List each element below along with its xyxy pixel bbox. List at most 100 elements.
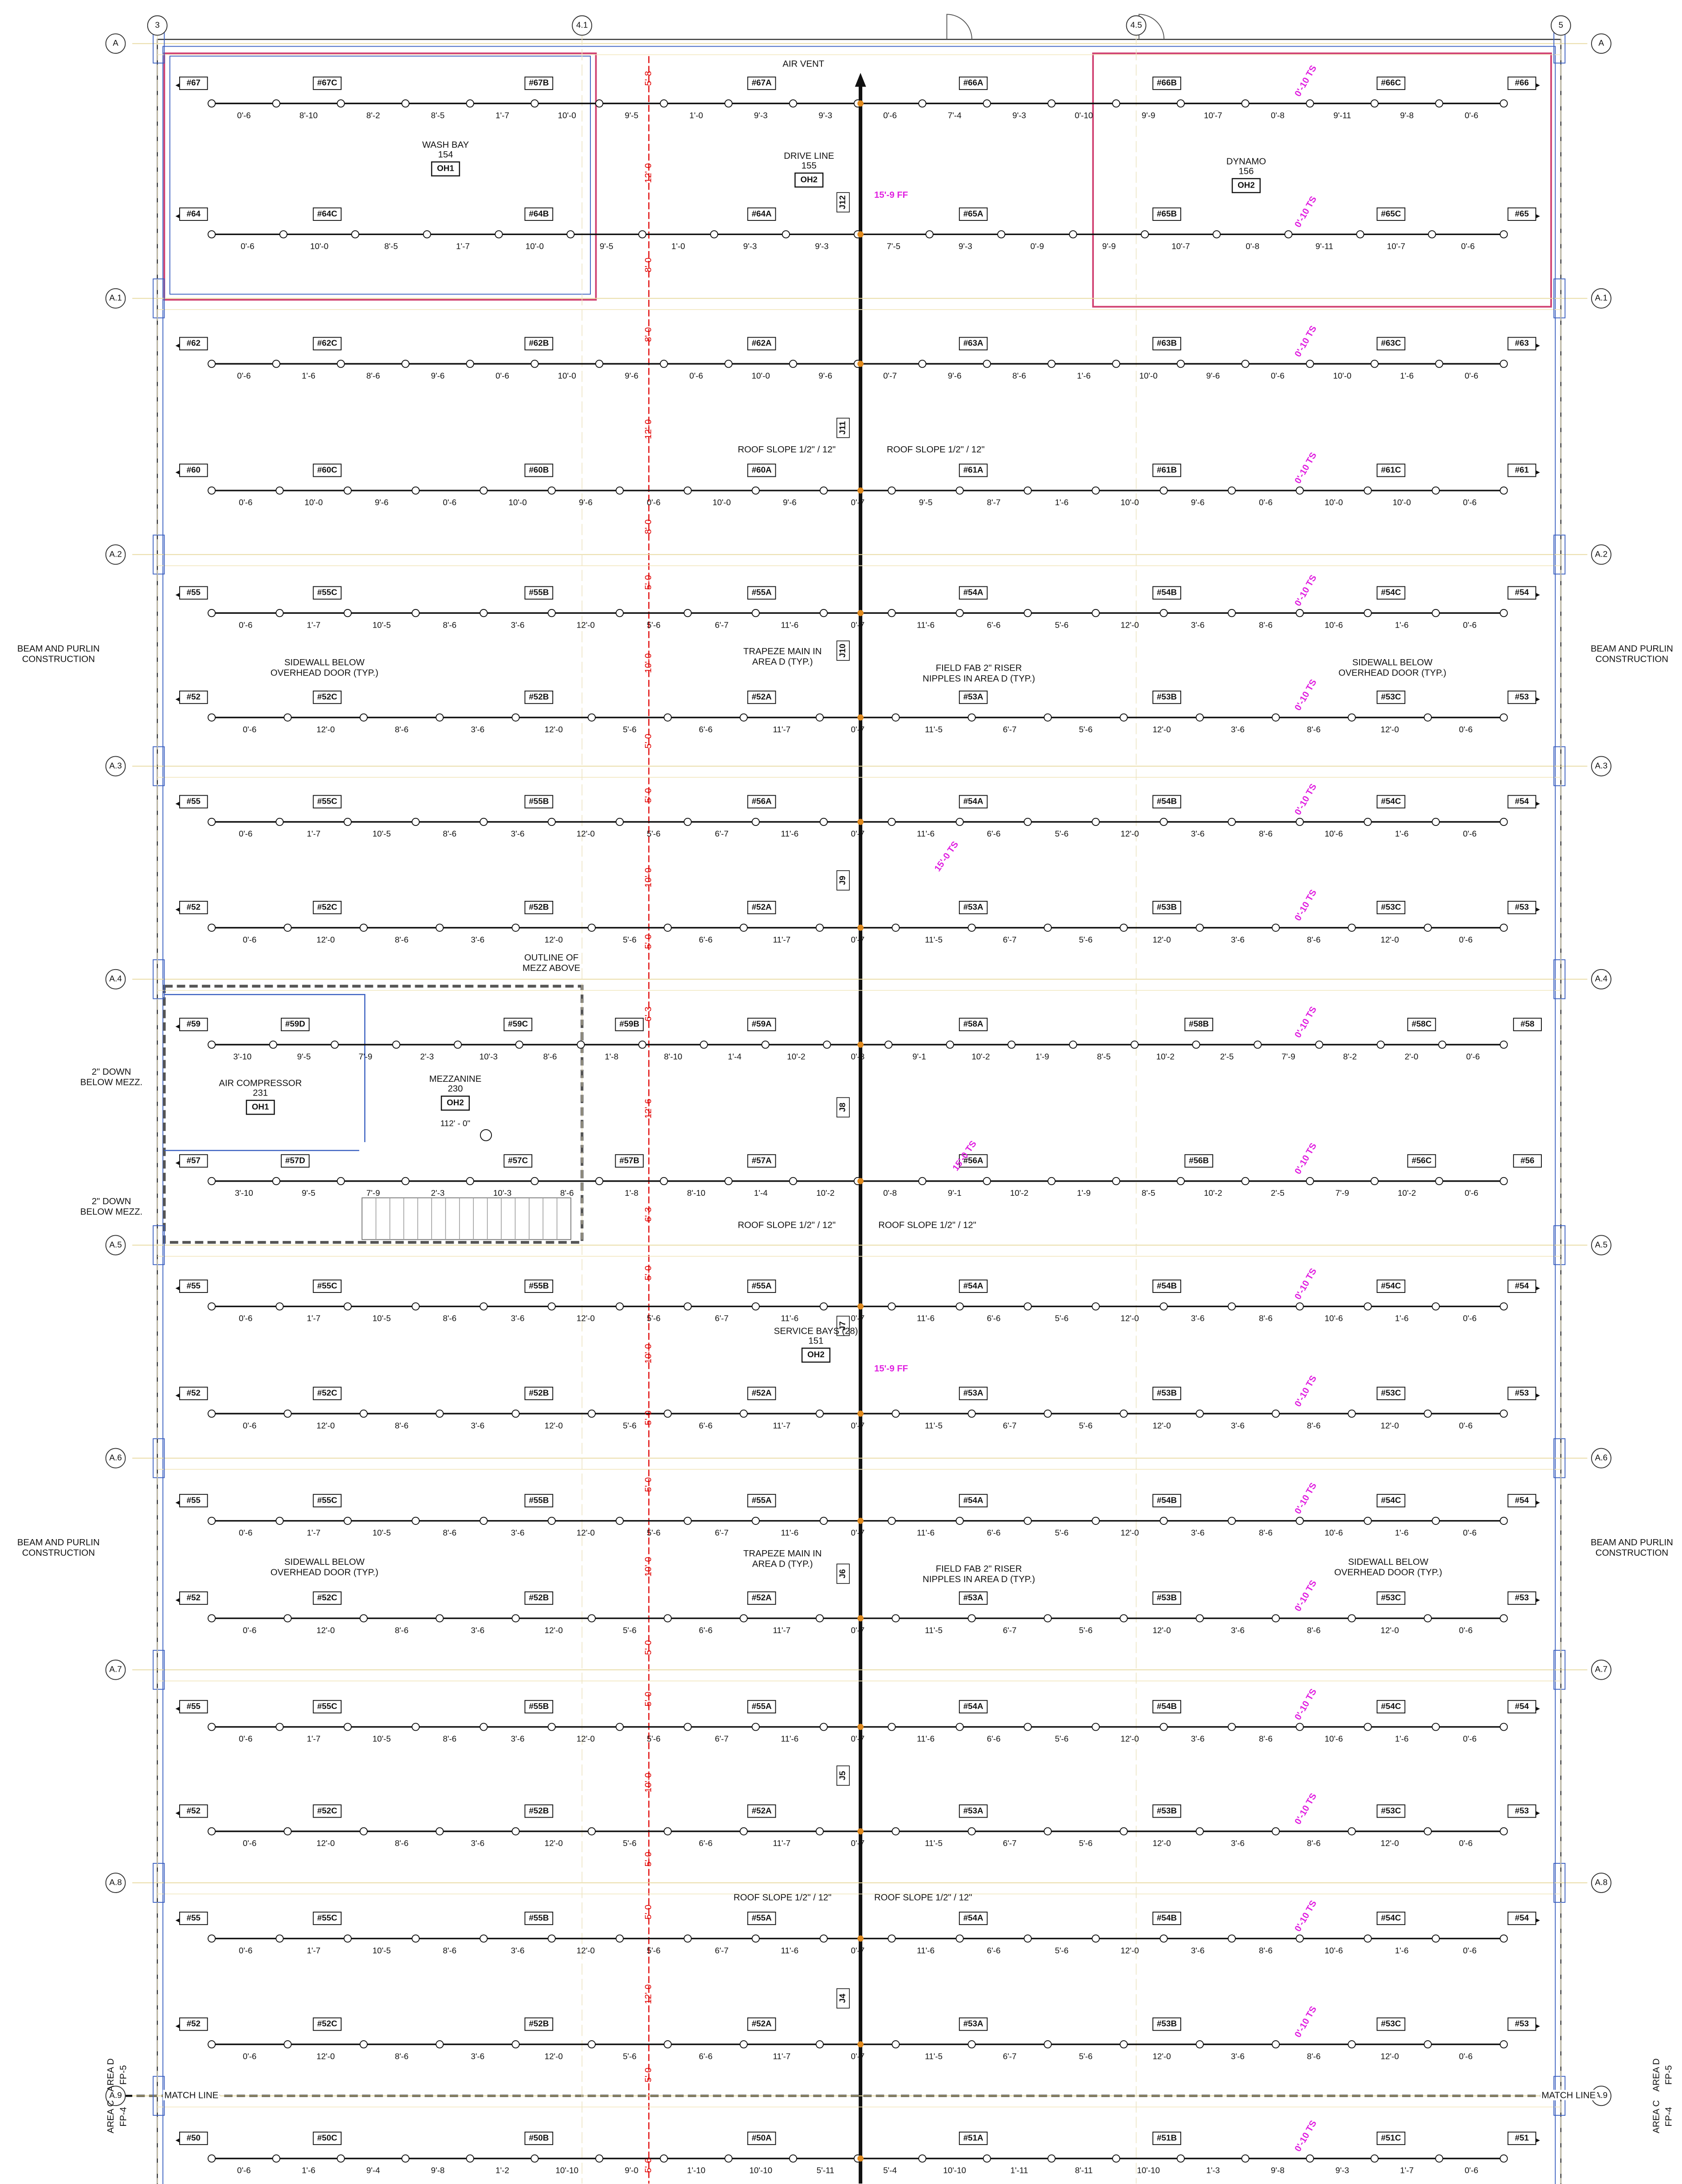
dimension: 6'-7 [715, 1528, 729, 1537]
dimension: 6'-7 [1003, 935, 1017, 944]
note: TRAPEZE MAIN IN AREA D (TYP.) [743, 1549, 822, 1570]
dimension: 0'-7 [851, 829, 865, 838]
main-tee [857, 924, 864, 931]
branch-label-box [179, 1804, 208, 1818]
branch-label-box [524, 795, 554, 809]
sprinkler-head [739, 1614, 748, 1622]
sprinkler-head [761, 1041, 770, 1049]
dimension: 0'-6 [239, 1734, 252, 1744]
main-tee [857, 819, 864, 825]
note: MATCH LINE [164, 2091, 218, 2101]
dimension: 12'-0 [317, 1838, 335, 1848]
sprinkler-head [1195, 1614, 1204, 1622]
dimension: 12'-0 [1152, 1421, 1171, 1430]
dimension: 8'-6 [443, 1528, 456, 1537]
branch-label-box [1376, 1700, 1406, 1713]
sprinkler-head [1500, 360, 1508, 368]
note: ROOF SLOPE 1/2" / 12" [738, 1221, 836, 1230]
dimension: 3'-6 [511, 1528, 525, 1537]
branch-label: #66C [1381, 78, 1401, 87]
branch-label: #59B [619, 1019, 639, 1029]
sprinkler-head [1112, 360, 1120, 368]
sprinkler-head [208, 360, 216, 368]
dimension: 12'-0 [545, 1838, 563, 1848]
grid-bubble [1591, 1448, 1611, 1469]
sprinkler-head [1130, 1041, 1139, 1049]
sprinkler-head [789, 99, 798, 108]
branch-label: #66B [1157, 78, 1177, 87]
sprinkler-head [819, 1723, 828, 1731]
hazard-box [1231, 178, 1261, 193]
sprinkler-head [1364, 1934, 1372, 1943]
sprinkler-head [401, 2154, 410, 2163]
dimension: 12'-0 [1381, 1626, 1399, 1635]
grid-bubble [1591, 544, 1611, 565]
branch-label: #64C [317, 209, 337, 218]
dimension: 9'-11 [1333, 110, 1351, 120]
dimension: 3'-6 [1231, 935, 1245, 944]
branch-label: #55C [317, 1495, 337, 1504]
sprinkler-head [208, 713, 216, 722]
dimension: 5'-6 [623, 935, 637, 944]
dimension: 5'-6 [623, 1421, 637, 1430]
dimension: 0'-6 [443, 498, 456, 507]
dimension: 0'-6 [237, 110, 251, 120]
main-tee [857, 2041, 864, 2048]
grid-bubble [147, 15, 168, 36]
note-line: ROOF SLOPE 1/2" / 12" [734, 1893, 832, 1903]
branch-label-box [1507, 2131, 1537, 2145]
sprinkler-head [1241, 1177, 1250, 1186]
branch-label-box [747, 1591, 776, 1605]
sprinkler-head [1348, 1614, 1356, 1622]
sprinkler-head [208, 1614, 216, 1622]
sprinkler-head [739, 2040, 748, 2049]
sprinkler-head [1092, 486, 1100, 495]
sprinkler-head [1423, 2040, 1432, 2049]
dimension: 9'-6 [948, 371, 962, 380]
dimension: 3'-6 [1231, 1626, 1245, 1635]
sprinkler-head [955, 1516, 964, 1525]
branch-label: #53 [1515, 1593, 1529, 1602]
dimension: 0'-6 [241, 242, 255, 251]
sprinkler-head [967, 2040, 976, 2049]
dimension: 0'-6 [1459, 2051, 1473, 2061]
sprinkler-head [751, 486, 760, 495]
dimension: 9'-1 [912, 1052, 926, 1061]
grid-bubble [105, 1659, 126, 1680]
dimension: 0'-6 [1271, 371, 1285, 380]
sprinkler-head [955, 1723, 964, 1731]
sprinkler-head [615, 1723, 624, 1731]
branch-label-box [313, 1804, 342, 1818]
branch-label-box [1152, 2017, 1181, 2031]
sprinkler-head [436, 923, 444, 932]
dimension: 5'-6 [1055, 1314, 1069, 1323]
dimension: 8'-6 [1259, 1946, 1273, 1955]
dimension: 9'-3 [1336, 2166, 1349, 2175]
sprinkler-head [1376, 1041, 1385, 1049]
dimension: 0'-6 [239, 1314, 252, 1323]
sprinkler-head [337, 1177, 345, 1186]
sprinkler-head [684, 817, 692, 826]
branch-label-box [1152, 337, 1181, 350]
dimension: 6'-6 [699, 2051, 713, 2061]
note-line: BEAM AND PURLIN [1591, 1538, 1673, 1548]
sprinkler-head [595, 360, 604, 368]
sprinkler-head [1120, 1614, 1128, 1622]
branch-label-box [959, 76, 988, 90]
grid-bubble-label: 3 [155, 20, 159, 29]
sprinkler-head [918, 360, 927, 368]
branch-label-box [1376, 1591, 1406, 1605]
sprinkler-head [955, 817, 964, 826]
branch-label: #54C [1381, 588, 1401, 597]
main-arrow [855, 73, 866, 87]
dimension: 1'-7 [456, 242, 470, 251]
dimension: 1'-6 [302, 371, 315, 380]
room-name: DRIVE LINE [784, 151, 834, 161]
branch-label-box [959, 691, 988, 704]
sprinkler-head [967, 1410, 976, 1418]
dimension: 10'-2 [787, 1052, 805, 1061]
sprinkler-head [1227, 1302, 1236, 1311]
note-line: ROOF SLOPE 1/2" / 12" [738, 445, 836, 455]
dimension: 6'-7 [1003, 1421, 1017, 1430]
dimension: 9'-3 [815, 242, 829, 251]
